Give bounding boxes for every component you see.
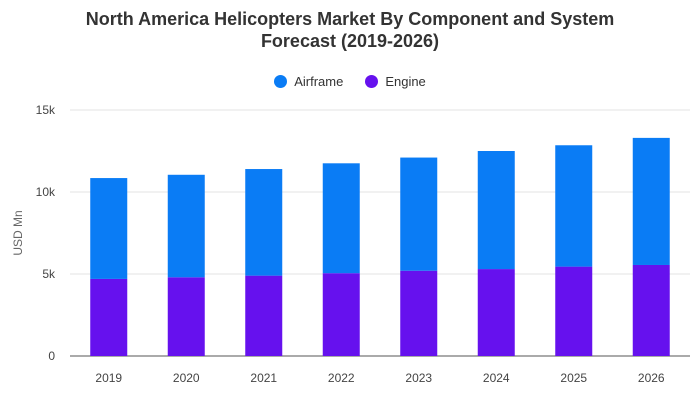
bar-airframe-2022	[322, 163, 360, 274]
y-tick-label: 5k	[42, 267, 56, 281]
x-tick-label: 2025	[560, 371, 587, 385]
bar-engine-2021	[245, 275, 283, 356]
chart-title-line-2: Forecast (2019-2026)	[260, 31, 440, 51]
bar-airframe-2025	[555, 145, 593, 267]
legend: Airframe Engine	[0, 74, 700, 89]
bar-airframe-2021	[245, 169, 283, 276]
bar-airframe-2024	[477, 151, 515, 270]
x-tick-label: 2023	[405, 371, 432, 385]
bar-engine-2019	[90, 278, 128, 356]
chart-title-line-1: North America Helicopters Market By Comp…	[85, 9, 615, 29]
legend-item-airframe[interactable]: Airframe	[274, 74, 343, 89]
legend-label-engine: Engine	[385, 74, 426, 89]
bar-airframe-2020	[167, 174, 205, 278]
x-tick-label: 2024	[483, 371, 510, 385]
x-tick-label: 2021	[250, 371, 277, 385]
bar-engine-2026	[632, 264, 670, 356]
bar-engine-2022	[322, 273, 360, 356]
x-tick-label: 2019	[95, 371, 122, 385]
bar-engine-2024	[477, 269, 515, 356]
x-tick-label: 2026	[638, 371, 665, 385]
x-tick-label: 2022	[328, 371, 355, 385]
y-tick-label: 10k	[36, 185, 56, 199]
y-tick-label: 15k	[36, 103, 56, 117]
chart-title: North America Helicopters Market By Comp…	[0, 8, 700, 52]
legend-swatch-airframe	[274, 75, 288, 88]
x-tick-label: 2020	[173, 371, 200, 385]
bar-engine-2020	[167, 277, 205, 356]
y-axis-title: USD Mn	[11, 210, 25, 255]
legend-swatch-engine	[365, 75, 379, 88]
bar-airframe-2023	[400, 157, 438, 271]
bar-airframe-2026	[632, 137, 670, 265]
bar-airframe-2019	[90, 178, 128, 279]
bar-engine-2023	[400, 270, 438, 356]
legend-label-airframe: Airframe	[294, 74, 344, 89]
bar-engine-2025	[555, 266, 593, 356]
y-tick-label: 0	[48, 349, 55, 363]
legend-item-engine[interactable]: Engine	[365, 74, 426, 89]
